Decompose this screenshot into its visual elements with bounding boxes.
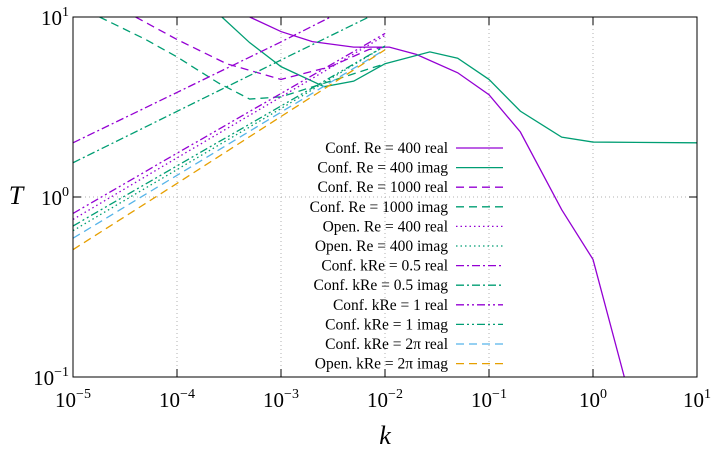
tick-label: 10−4: [159, 387, 195, 412]
series-line: [221, 17, 697, 144]
series-line: [135, 17, 386, 81]
legend-label: Conf. kRe = 0.5 real: [321, 258, 448, 275]
tick-label-exponent: −2: [388, 387, 403, 402]
series-line: [73, 49, 386, 251]
legend-label: Conf. kRe = 1 real: [333, 297, 448, 314]
tick-label: 10−1: [471, 387, 507, 412]
tick-label-base: 10: [41, 6, 62, 30]
tick-label: 100: [579, 387, 607, 412]
tick-label-base: 10: [41, 186, 62, 210]
tick-label: 10−2: [367, 387, 403, 412]
x-axis-label: k: [379, 421, 391, 450]
tick-label: 10−5: [55, 387, 91, 412]
series-line: [73, 45, 386, 232]
tick-label-exponent: 1: [704, 387, 711, 402]
legend-label: Conf. kRe = 2π real: [325, 336, 448, 353]
legend-label: Open. Re = 400 real: [323, 218, 448, 235]
legend-label: Conf. Re = 400 real: [325, 140, 448, 157]
tick-label-base: 10: [55, 388, 76, 412]
tick-label-exponent: −1: [54, 365, 69, 380]
legend-label: Conf. Re = 1000 imag: [310, 199, 449, 216]
series-line: [73, 45, 386, 227]
tick-label-exponent: −3: [284, 387, 299, 402]
series-line: [249, 17, 625, 377]
tick-label-exponent: 0: [600, 387, 607, 402]
tick-label: 10−1: [33, 365, 69, 390]
legend-label: Conf. kRe = 1 imag: [325, 316, 448, 333]
tick-label-base: 10: [367, 388, 388, 412]
tick-label: 100: [41, 185, 69, 210]
tick-label-base: 10: [579, 388, 600, 412]
legend-label: Conf. kRe = 0.5 imag: [314, 277, 449, 294]
tick-label-exponent: 1: [62, 5, 69, 20]
legend-label: Open. kRe = 2π imag: [315, 356, 448, 373]
tick-label-base: 10: [263, 388, 284, 412]
tick-label-exponent: −5: [76, 387, 91, 402]
tick-label-base: 10: [159, 388, 180, 412]
series-line: [73, 34, 386, 221]
legend-label: Conf. Re = 400 imag: [317, 160, 448, 177]
y-axis-label: T: [9, 181, 25, 210]
legend-label: Conf. Re = 1000 real: [317, 179, 448, 196]
series-line: [73, 48, 386, 239]
legend-label: Open. Re = 400 imag: [315, 238, 448, 255]
series-line: [73, 32, 386, 215]
tick-label-exponent: −1: [492, 387, 507, 402]
tick-label-base: 10: [683, 388, 704, 412]
legend: Conf. Re = 400 real Conf. Re = 400 imag Co…: [310, 140, 503, 373]
tick-label-base: 10: [33, 366, 54, 390]
plot-lines: [73, 17, 697, 377]
tick-label: 101: [683, 387, 711, 412]
tick-label-base: 10: [471, 388, 492, 412]
tick-label: 10−3: [263, 387, 299, 412]
tick-label-exponent: −4: [180, 387, 195, 402]
tick-label-exponent: 0: [62, 185, 69, 200]
tick-label: 101: [41, 5, 69, 30]
series-line: [73, 17, 331, 144]
series-line: [99, 17, 386, 100]
